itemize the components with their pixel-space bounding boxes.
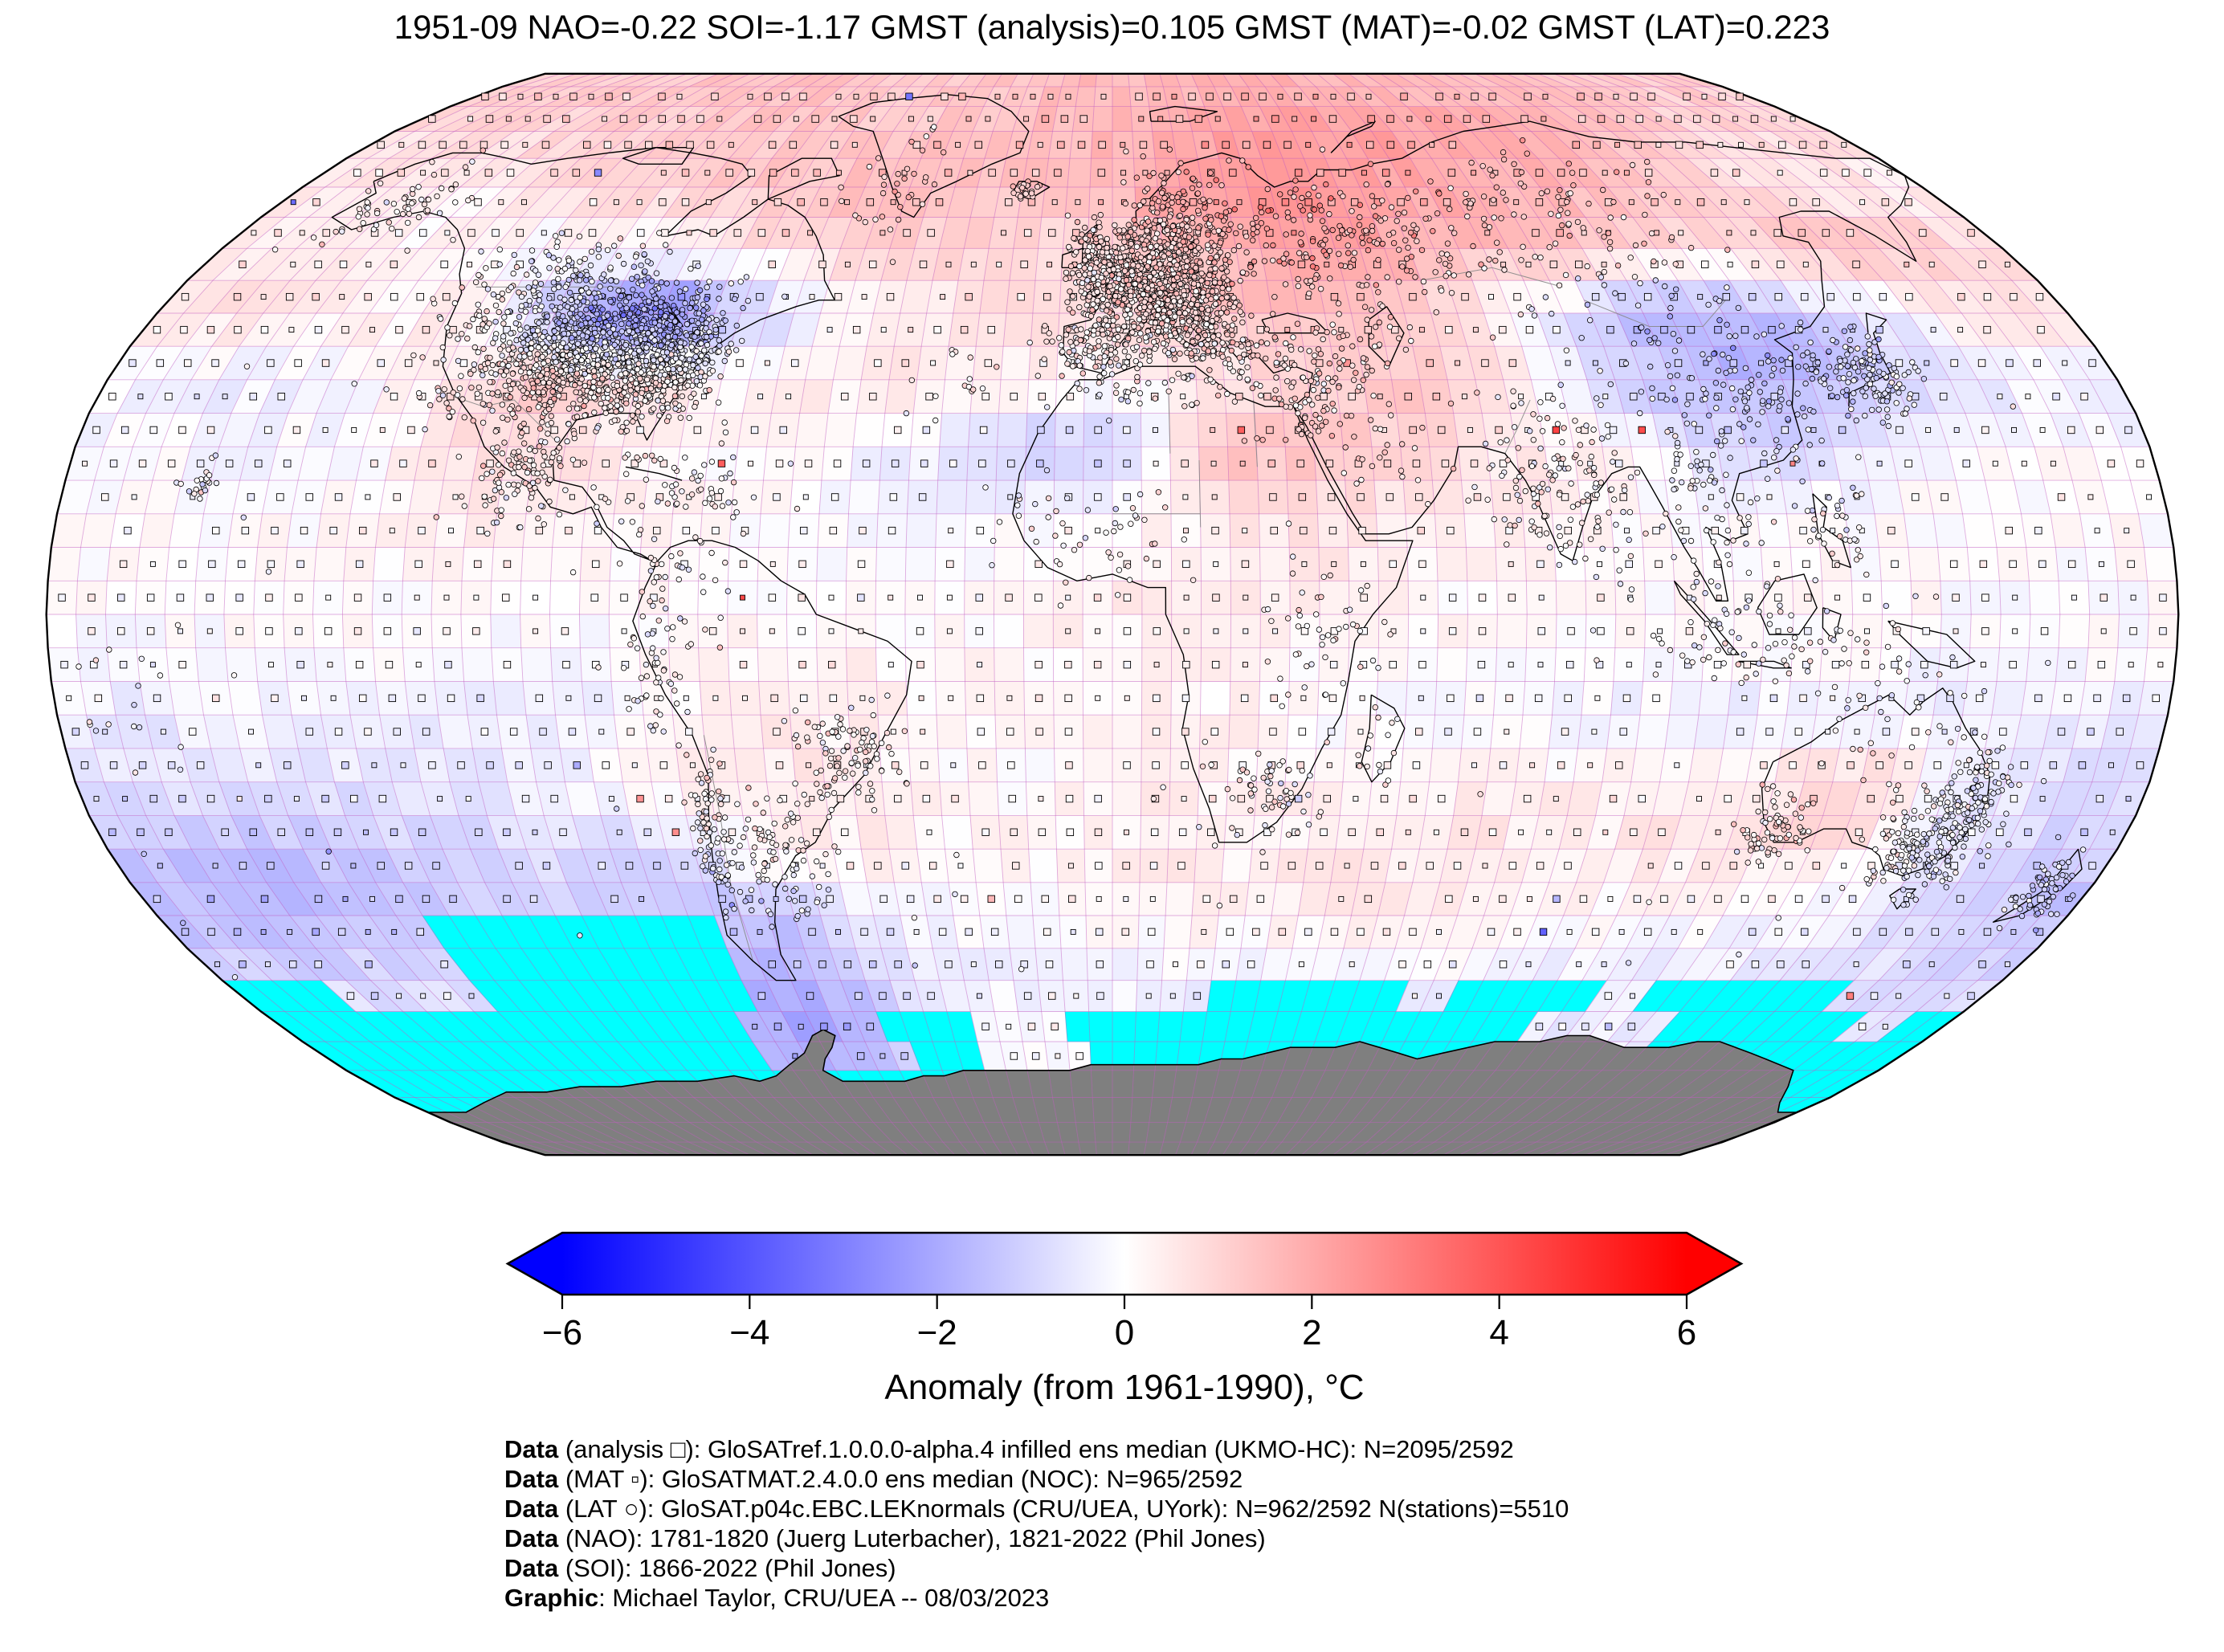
credit-line-lat: Data (LAT ○): GloSAT.p04c.EBC.LEKnormals… [504,1495,1569,1523]
credit-line-mat: Data (MAT ▫): GloSATMAT.2.4.0.0 ens medi… [504,1465,1243,1493]
colorbar-right-arrow [1687,1233,1741,1295]
country-borders [453,267,1726,961]
colorbar-tick-label: −6 [542,1313,582,1352]
colorbar-gradient [562,1233,1687,1295]
credit-line-soi: Data (SOI): 1866-2022 (Phil Jones) [504,1554,896,1582]
station-circle-markers [75,124,2087,981]
credit-line-graphic: Graphic: Michael Taylor, CRU/UEA -- 08/0… [504,1584,1050,1612]
colorbar-left-arrow [508,1233,562,1295]
colorbar-axis-label: Anomaly (from 1961-1990), °C [884,1368,1364,1407]
figure-title: 1951-09 NAO=-0.22 SOI=-1.17 GMST (analys… [394,8,1830,46]
credit-line-analysis: Data (analysis □): GloSATref.1.0.0.0-alp… [504,1435,1514,1463]
data-credits: Data (analysis □): GloSATref.1.0.0.0-alp… [504,1434,1569,1613]
credit-line-nao: Data (NAO): 1781-1820 (Juerg Luterbacher… [504,1524,1266,1552]
colorbar-tick-label: 6 [1677,1313,1696,1352]
colorbar-tick-label: −4 [729,1313,769,1352]
colorbar-tick-label: 2 [1302,1313,1321,1352]
colorbar-tick-label: 4 [1489,1313,1508,1352]
colorbar-tick-label: 0 [1115,1313,1134,1352]
colorbar: −6 −4 −2 0 2 4 6 Anomaly (from 1961-1990), °C [505,1231,1744,1407]
colorbar-tick-label: −2 [917,1313,957,1352]
